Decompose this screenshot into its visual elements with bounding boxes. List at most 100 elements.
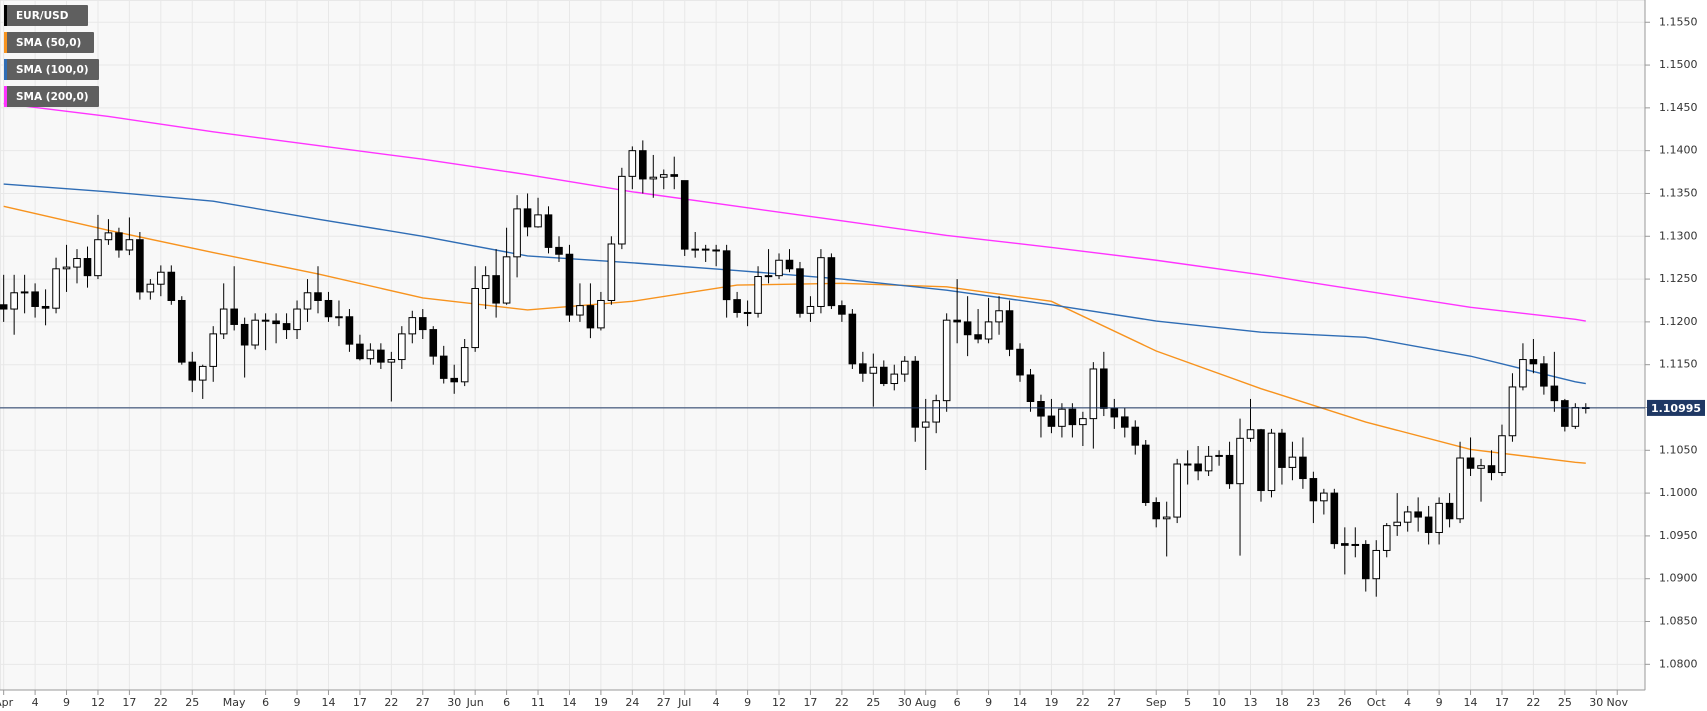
- candle-body: [1120, 416, 1129, 428]
- y-tick-label: 1.1200: [1659, 315, 1698, 328]
- candle-body: [555, 246, 563, 255]
- x-tick-label: 25: [866, 696, 880, 709]
- candle-body: [628, 150, 637, 177]
- candle-body: [1466, 457, 1475, 469]
- candle-body: [1330, 492, 1339, 545]
- y-tick-label: 1.1450: [1659, 101, 1698, 114]
- candle-body: [251, 319, 259, 346]
- candle-body: [324, 299, 333, 318]
- x-tick-label: 6: [503, 696, 510, 709]
- candle-body: [649, 176, 658, 180]
- candle-body: [314, 292, 322, 301]
- candle-body: [345, 316, 354, 345]
- candle-body: [272, 320, 280, 325]
- candle-body: [136, 239, 144, 293]
- x-tick-label: 9: [985, 696, 992, 709]
- candle-body: [481, 275, 490, 289]
- candle-body: [921, 421, 930, 428]
- candle-body: [1215, 454, 1223, 457]
- x-tick-label: 12: [91, 696, 105, 709]
- y-tick-label: 1.1000: [1659, 486, 1698, 499]
- last-price-box: [1647, 399, 1705, 416]
- candle-body: [1393, 521, 1402, 527]
- candle-body: [1445, 502, 1454, 520]
- x-tick-label: 17: [353, 696, 367, 709]
- candle-body: [1204, 455, 1213, 472]
- x-tick-label: 11: [531, 696, 545, 709]
- candle-body: [1508, 386, 1517, 437]
- candle-body: [618, 175, 626, 245]
- candle-body: [1100, 368, 1108, 409]
- y-tick-label: 1.1150: [1659, 358, 1698, 371]
- candle-body: [1372, 549, 1381, 580]
- candle-body: [691, 248, 699, 251]
- candle-body: [1351, 543, 1360, 546]
- x-tick-label: Nov: [1606, 696, 1628, 709]
- x-tick-label: 4: [1404, 696, 1411, 709]
- legend-box: [4, 32, 94, 53]
- candle-body: [303, 292, 312, 310]
- candle-body: [733, 299, 741, 313]
- x-tick-label: 22: [384, 696, 398, 709]
- candle-body: [1278, 432, 1286, 468]
- legend-swatch: [4, 86, 7, 107]
- candle-body: [502, 256, 511, 304]
- candle-body: [712, 249, 720, 252]
- candle-body: [576, 305, 584, 316]
- legend-label: EUR/USD: [16, 10, 69, 22]
- candle-body: [1005, 310, 1014, 350]
- candle-body: [827, 257, 836, 307]
- candle-body: [890, 373, 899, 385]
- candle-body: [565, 253, 574, 316]
- y-tick-label: 1.0950: [1659, 529, 1698, 542]
- candle-body: [534, 214, 542, 228]
- y-tick-label: 1.1300: [1659, 229, 1698, 242]
- candle-body: [188, 361, 197, 381]
- candle-body: [513, 208, 521, 258]
- candle-body: [167, 271, 176, 301]
- candle-body: [492, 275, 500, 304]
- x-tick-label: 30: [1589, 696, 1603, 709]
- candle-body: [597, 299, 605, 329]
- x-tick-label: 4: [32, 696, 39, 709]
- candle-body: [932, 400, 940, 423]
- y-tick-label: 1.1500: [1659, 58, 1698, 71]
- x-tick-label: 14: [1464, 696, 1478, 709]
- x-tick-label: 14: [562, 696, 576, 709]
- candle-body: [586, 305, 595, 329]
- x-tick-label: 22: [1526, 696, 1540, 709]
- candle-body: [1225, 454, 1234, 485]
- x-tick-label: 18: [1275, 696, 1289, 709]
- x-tick-label: 27: [1107, 696, 1121, 709]
- candle-body: [398, 333, 406, 361]
- y-tick-label: 1.1350: [1659, 186, 1698, 199]
- x-tick-label: 6: [262, 696, 269, 709]
- candle-body: [1288, 456, 1297, 468]
- x-tick-label: Jun: [466, 696, 484, 709]
- legend-label: SMA (200,0): [16, 91, 89, 103]
- candle-body: [1110, 407, 1119, 418]
- candle-body: [1194, 463, 1202, 472]
- candle-body: [377, 349, 385, 363]
- y-tick-label: 1.0800: [1659, 657, 1698, 670]
- candle-body: [450, 377, 459, 383]
- candle-body: [1016, 348, 1024, 376]
- x-tick-label: 19: [594, 696, 608, 709]
- candle-body: [31, 291, 39, 307]
- legend-box: [4, 86, 99, 107]
- x-tick-label: 27: [657, 696, 671, 709]
- x-tick-label: May: [223, 696, 246, 709]
- candle-body: [1152, 502, 1161, 520]
- candle-body: [523, 208, 532, 228]
- candle-body: [1309, 478, 1318, 502]
- x-tick-label: Apr: [0, 696, 14, 709]
- sma-line: [3, 183, 1586, 385]
- candle-body: [1529, 359, 1538, 365]
- x-tick-label: 17: [1495, 696, 1509, 709]
- candle-body: [52, 268, 60, 309]
- candle-body: [1477, 465, 1485, 469]
- candle-body: [418, 317, 427, 331]
- candle-body: [1058, 408, 1066, 427]
- y-tick-label: 1.0850: [1659, 615, 1698, 628]
- candle-body: [775, 259, 783, 277]
